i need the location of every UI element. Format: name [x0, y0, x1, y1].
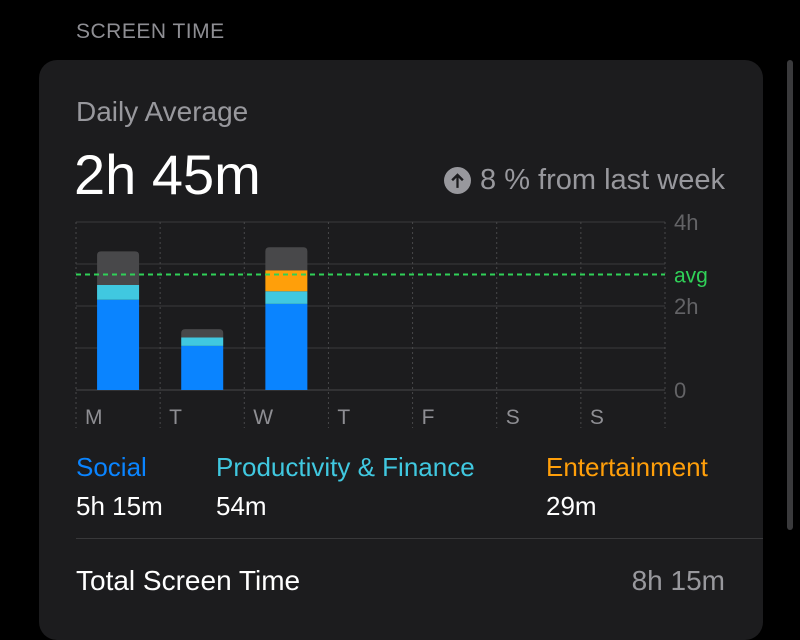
- total-screen-time-label: Total Screen Time: [76, 565, 301, 596]
- y-tick-label: 0: [674, 378, 686, 403]
- legend-item-entertainment[interactable]: Entertainment 29m: [546, 452, 708, 522]
- bar-segment[interactable]: [181, 329, 224, 338]
- bar-segment[interactable]: [265, 270, 308, 292]
- x-tick-label: T: [337, 406, 350, 429]
- bar-segment[interactable]: [97, 285, 140, 300]
- x-tick-label: M: [85, 406, 103, 429]
- x-tick-label: S: [506, 406, 520, 429]
- daily-average-value: 2h 45m: [74, 143, 261, 206]
- y-tick-label: 2h: [674, 294, 698, 319]
- section-title: SCREEN TIME: [76, 20, 225, 43]
- legend-item-productivity[interactable]: Productivity & Finance 54m: [216, 452, 475, 522]
- legend-name-entertainment: Entertainment: [546, 452, 708, 482]
- divider: [76, 538, 763, 539]
- bar-segment[interactable]: [265, 291, 308, 304]
- average-label: avg: [674, 265, 708, 288]
- screen-time-card[interactable]: Daily Average 2h 45m 8 % from last week …: [39, 60, 763, 640]
- legend-value-social: 5h 15m: [76, 491, 163, 521]
- scrollbar[interactable]: [787, 60, 793, 530]
- bar-segment[interactable]: [181, 345, 224, 390]
- bar-segment[interactable]: [265, 303, 308, 390]
- weekly-change-text: 8 % from last week: [480, 164, 725, 196]
- total-screen-time-value: 8h 15m: [631, 565, 725, 596]
- legend-name-productivity: Productivity & Finance: [216, 452, 475, 482]
- legend-name-social: Social: [76, 452, 147, 482]
- weekly-change: 8 % from last week: [444, 164, 725, 197]
- bar-segment[interactable]: [265, 247, 308, 271]
- category-legend: Social 5h 15m Productivity & Finance 54m…: [39, 452, 763, 522]
- daily-average-label: Daily Average: [76, 96, 249, 127]
- legend-value-productivity: 54m: [216, 491, 267, 521]
- arrow-up-circle-icon: [444, 167, 472, 194]
- x-tick-label: S: [590, 406, 604, 429]
- bar-segment[interactable]: [97, 299, 140, 390]
- y-tick-label: 4h: [674, 210, 698, 235]
- legend-item-social[interactable]: Social 5h 15m: [76, 452, 163, 522]
- bar-segment[interactable]: [97, 251, 140, 285]
- x-tick-label: F: [422, 406, 435, 429]
- x-tick-label: W: [253, 406, 273, 429]
- bar-segment[interactable]: [181, 337, 224, 346]
- x-tick-label: T: [169, 406, 182, 429]
- legend-value-entertainment: 29m: [546, 491, 597, 521]
